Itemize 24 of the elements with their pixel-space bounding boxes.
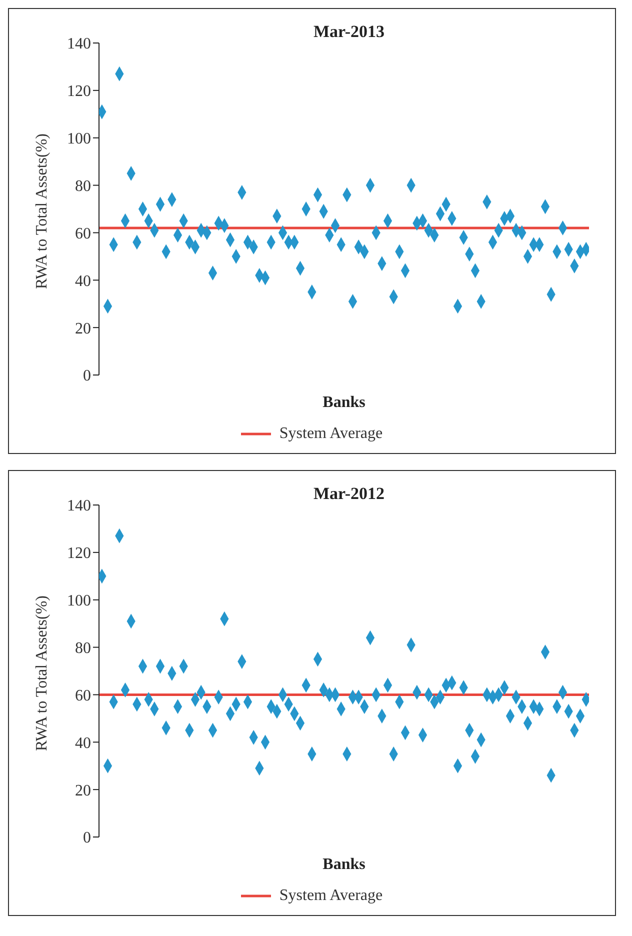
y-tick-label: 20 [75,782,91,800]
y-tick-label: 140 [67,498,91,515]
legend-label: System Average [278,425,383,443]
y-tick-label: 120 [67,545,91,562]
y-tick-label: 120 [67,83,91,100]
y-axis-title: RWA to Total Assets(%) [34,134,51,289]
y-tick-label: 100 [67,130,91,148]
y-axis-title: RWA to Total Assets(%) [34,596,51,751]
legend-label: System Average [278,887,383,905]
y-tick-label: 60 [75,687,91,704]
y-tick-label: 0 [83,830,91,847]
y-tick-label: 60 [75,225,91,242]
x-axis-title: Banks [322,856,366,873]
y-tick-label: 40 [75,734,91,752]
y-tick-label: 140 [67,36,91,53]
y-tick-label: 40 [75,272,91,290]
chart-title: Mar-2012 [313,484,385,503]
chart-title: Mar-2013 [313,22,385,41]
y-tick-label: 20 [75,320,91,338]
y-tick-label: 0 [83,368,91,385]
x-axis-title: Banks [322,394,366,411]
y-tick-label: 100 [67,592,91,610]
y-tick-label: 80 [75,178,91,195]
y-tick-label: 80 [75,640,91,657]
